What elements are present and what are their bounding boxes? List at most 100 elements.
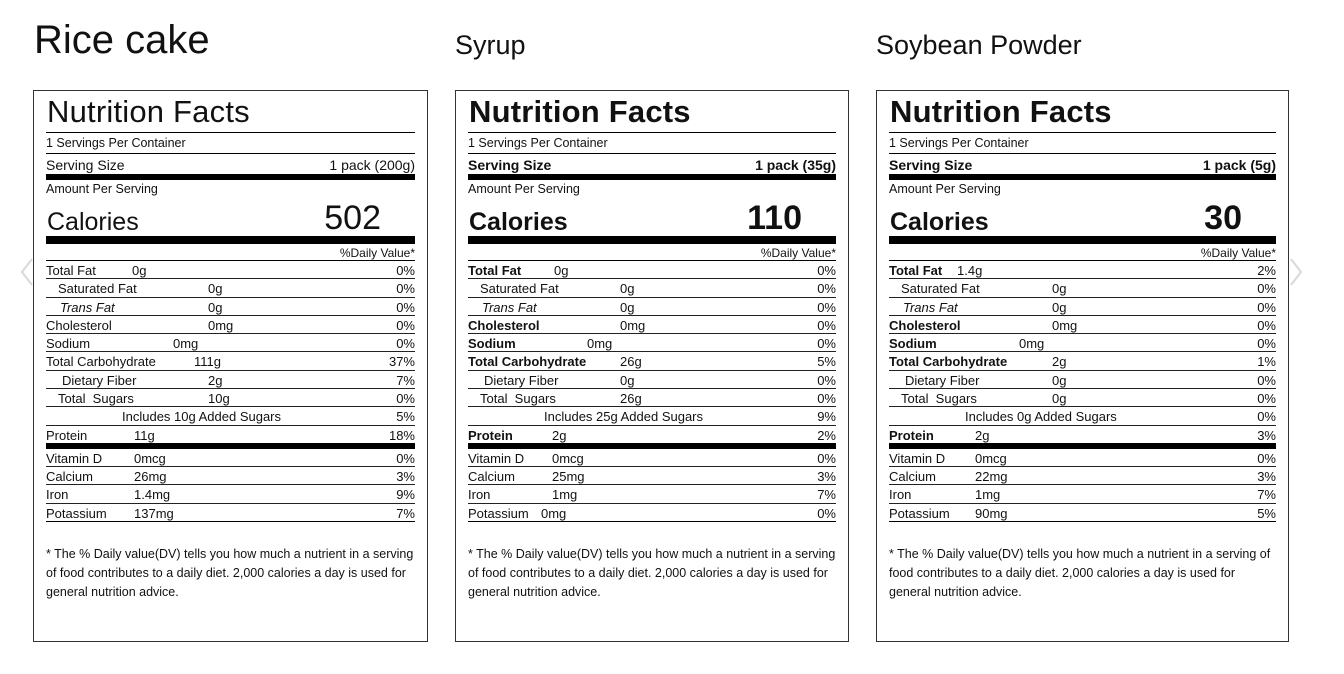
- amount-per-serving: Amount Per Serving: [889, 182, 1001, 196]
- nutrient-amount: 10g: [208, 391, 230, 407]
- nutrient-name: Dietary Fiber: [905, 372, 980, 388]
- nutrient-daily-value: 0%: [1257, 281, 1276, 297]
- nutrient-row-total-fat: Total Fat 0g 0%: [46, 261, 415, 280]
- nutrient-daily-value: 2%: [1257, 263, 1276, 278]
- amount-per-serving: Amount Per Serving: [46, 182, 158, 196]
- nutrition-label-syrup: Nutrition Facts 1 Servings Per Container …: [455, 90, 849, 642]
- nutrient-daily-value: 0%: [396, 299, 415, 315]
- nutrient-name: Sodium: [889, 336, 937, 352]
- nutrition-facts-title: Nutrition Facts: [889, 95, 1276, 133]
- nutrient-row-saturated-fat: Saturated Fat 0g 0%: [468, 279, 836, 298]
- serving-size-value: 1 pack (35g): [755, 157, 836, 173]
- nutrient-daily-value: 0%: [396, 281, 415, 297]
- serving-size-value: 1 pack (200g): [329, 157, 415, 173]
- nutrient-name: Calcium: [889, 468, 936, 484]
- calories-label: Calories: [47, 208, 139, 236]
- nutrient-name: Cholesterol: [468, 317, 540, 333]
- nutrient-name: Sodium: [46, 336, 91, 352]
- nutrient-row-saturated-fat: Saturated Fat 0g 0%: [46, 279, 415, 298]
- nutrient-row-added-sugars: Includes 10g Added Sugars 5%: [46, 407, 415, 426]
- nutrient-amount: 111g: [194, 354, 221, 370]
- nutrient-name: Total Fat: [46, 263, 96, 278]
- nutrient-daily-value: 5%: [817, 354, 836, 370]
- nutrition-facts-title: Nutrition Facts: [46, 95, 415, 133]
- nutrient-row-potassium: Potassium 90mg 5%: [889, 504, 1276, 522]
- nutrient-row-potassium: Potassium 0mg 0%: [468, 504, 836, 522]
- nutrient-row-protein: Protein 2g 2%: [468, 426, 836, 449]
- nutrient-name: Potassium: [889, 505, 950, 521]
- calories-row: Calories 502: [46, 198, 415, 244]
- nutrient-daily-value: 0%: [817, 450, 836, 466]
- nutrient-daily-value: 0%: [1257, 372, 1276, 388]
- nutrient-daily-value: 3%: [1257, 427, 1276, 443]
- nutrient-daily-value: 0%: [817, 299, 836, 315]
- nutrient-name: Trans Fat: [482, 299, 537, 315]
- nutrition-facts-title: Nutrition Facts: [468, 95, 836, 133]
- nutrient-daily-value: 7%: [817, 487, 836, 503]
- nutrient-name: Saturated Fat: [58, 281, 137, 297]
- nutrient-amount: 0g: [620, 281, 635, 297]
- nutrient-row-trans-fat: Trans Fat 0g 0%: [46, 298, 415, 316]
- nutrient-amount: 2g: [552, 427, 567, 443]
- nutrient-amount: 2g: [975, 427, 990, 443]
- nutrient-row-sodium: Sodium 0mg 0%: [468, 334, 836, 353]
- nutrient-name: Trans Fat: [60, 299, 115, 315]
- nutrient-daily-value: 7%: [396, 372, 415, 388]
- nutrient-daily-value: 0%: [1257, 450, 1276, 466]
- nutrient-daily-value: 0%: [817, 281, 836, 297]
- nutrient-amount: 90mg: [975, 505, 1008, 521]
- nutrient-amount: 2g: [1052, 354, 1067, 370]
- nutrient-amount: 25mg: [552, 468, 585, 484]
- nutrient-daily-value: 0%: [817, 372, 836, 388]
- calories-label: Calories: [890, 208, 989, 236]
- daily-value-footnote: * The % Daily value(DV) tells you how mu…: [46, 546, 414, 599]
- nutrient-name: Total Carbohydrate: [468, 354, 587, 370]
- chevron-left-icon[interactable]: [20, 258, 34, 286]
- nutrient-amount: 0mg: [1019, 336, 1045, 352]
- nutrient-row-vitamin-d: Vitamin D 0mcg 0%: [889, 449, 1276, 467]
- nutrient-amount: 0g: [208, 281, 223, 297]
- nutrient-row-dietary-fiber: Dietary Fiber 0g 0%: [468, 371, 836, 390]
- nutrient-name: Protein: [468, 427, 513, 443]
- serving-size-row: Serving Size 1 pack (5g): [889, 154, 1276, 180]
- nutrient-row-protein: Protein 11g 18%: [46, 426, 415, 449]
- nutrient-name: Iron: [889, 487, 912, 503]
- nutrient-amount: 0g: [1052, 372, 1067, 388]
- nutrient-name: Trans Fat: [903, 299, 958, 315]
- daily-value-header: %Daily Value*: [889, 244, 1276, 261]
- calories-value: 110: [747, 199, 802, 237]
- nutrient-daily-value: 3%: [1257, 468, 1276, 484]
- nutrient-amount: 0mg: [587, 336, 613, 352]
- nutrient-row-sodium: Sodium 0mg 0%: [46, 334, 415, 353]
- nutrient-amount: 1mg: [975, 487, 1001, 503]
- nutrient-daily-value: 0%: [817, 505, 836, 521]
- nutrition-label-rice-cake: Nutrition Facts 1 Servings Per Container …: [33, 90, 428, 642]
- nutrient-row-total-carbohydrate: Total Carbohydrate 111g 37%: [46, 352, 415, 371]
- nutrient-daily-value: 0%: [396, 317, 415, 333]
- nutrient-amount: 0g: [1052, 391, 1067, 407]
- serving-size-label: Serving Size: [468, 157, 552, 173]
- nutrient-daily-value: 1%: [1257, 354, 1276, 370]
- nutrient-name: Dietary Fiber: [484, 372, 559, 388]
- nutrient-name: Calcium: [468, 468, 515, 484]
- nutrition-label-soybean-powder: Nutrition Facts 1 Servings Per Container …: [876, 90, 1289, 642]
- nutrient-daily-value: 0%: [396, 263, 415, 278]
- nutrient-amount: 26g: [620, 391, 642, 407]
- nutrient-name: Total Fat: [468, 263, 522, 278]
- nutrient-amount: 0g: [132, 263, 147, 278]
- nutrient-daily-value: 3%: [817, 468, 836, 484]
- nutrient-amount: 0g: [554, 263, 569, 278]
- nutrient-daily-value: 0%: [1257, 317, 1276, 333]
- nutrient-daily-value: 0%: [1257, 336, 1276, 352]
- nutrient-name: Vitamin D: [46, 450, 103, 466]
- nutrient-name: Calcium: [46, 468, 93, 484]
- nutrient-name: Sodium: [468, 336, 516, 352]
- nutrient-amount: 0g: [208, 299, 223, 315]
- nutrient-amount: 0g: [620, 299, 635, 315]
- nutrient-name: Total Sugars: [480, 391, 556, 407]
- nutrient-daily-value: 5%: [1257, 505, 1276, 521]
- nutrient-row-potassium: Potassium 137mg 7%: [46, 504, 415, 522]
- nutrient-name: Total Sugars: [901, 391, 977, 407]
- product-title-soybean-powder: Soybean Powder: [876, 30, 1082, 60]
- chevron-right-icon[interactable]: [1289, 258, 1303, 286]
